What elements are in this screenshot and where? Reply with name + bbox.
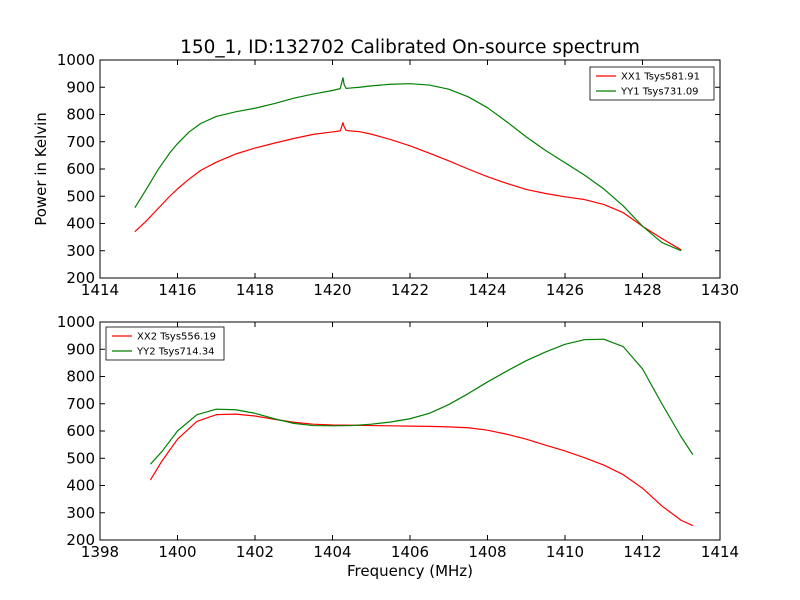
legend-label: YY2 Tsys714.34 [136,347,215,358]
y-tick-label: 300 [66,504,95,522]
x-tick-label: 1422 [391,281,429,299]
y-tick-label: 600 [66,422,95,440]
x-tick-label: 1400 [158,543,196,561]
x-tick-label: 1420 [313,281,351,299]
series-line-yy1 [134,77,682,252]
x-tick-label: 1410 [546,543,584,561]
y-axis-label: Power in Kelvin [32,112,50,226]
legend-label: XX1 Tsys581.91 [621,72,700,83]
y-tick-label: 700 [66,395,95,413]
series-line-xx1 [134,122,682,251]
x-tick-label: 1398 [81,543,119,561]
y-tick-label: 1000 [57,313,95,331]
legend: XX1 Tsys581.91 YY1 Tsys731.09 [589,66,715,101]
y-tick-label: 300 [66,242,95,260]
legend-label: YY1 Tsys731.09 [620,87,699,98]
series-line-yy2 [149,338,694,465]
y-tick-label: 700 [66,133,95,151]
x-tick-label: 1408 [468,543,506,561]
y-tick-label: 400 [66,215,95,233]
chart-title: 150_1, ID:132702 Calibrated On-source sp… [180,37,640,58]
y-tick-label: 900 [66,340,95,358]
y-tick-label: 400 [66,477,95,495]
x-tick-label: 1426 [546,281,584,299]
x-tick-label: 1414 [701,543,739,561]
legend-box [589,66,715,101]
legend-box [105,326,225,361]
y-tick-label: 1000 [57,51,95,69]
y-tick-label: 600 [66,160,95,178]
x-tick-label: 1430 [701,281,739,299]
top-panel: 1414 1416 1418 1420 1422 1424 1426 1428 1430 200 3… [57,51,739,299]
x-tick-label: 1418 [236,281,274,299]
legend: XX2 Tsys556.19 YY2 Tsys714.34 [105,326,225,361]
x-tick-label: 1406 [391,543,429,561]
bottom-panel: 1398 1400 1402 1404 1406 1408 1410 1412 1414 200 3… [57,313,739,561]
x-axis-label: Frequency (MHz) [347,562,473,580]
y-tick-label: 500 [66,187,95,205]
series-line-xx2 [149,413,694,527]
y-tick-label: 200 [66,531,95,549]
y-tick-label: 500 [66,449,95,467]
y-tick-label: 800 [66,368,95,386]
x-tick-label: 1416 [158,281,196,299]
x-tick-label: 1424 [468,281,506,299]
y-tick-label: 900 [66,78,95,96]
x-tick-label: 1414 [81,281,119,299]
x-tick-label: 1402 [236,543,274,561]
y-tick-label: 800 [66,106,95,124]
y-tick-label: 200 [66,269,95,287]
legend-label: XX2 Tsys556.19 [137,332,216,343]
x-tick-label: 1412 [623,543,661,561]
x-tick-label: 1404 [313,543,351,561]
x-tick-label: 1428 [623,281,661,299]
